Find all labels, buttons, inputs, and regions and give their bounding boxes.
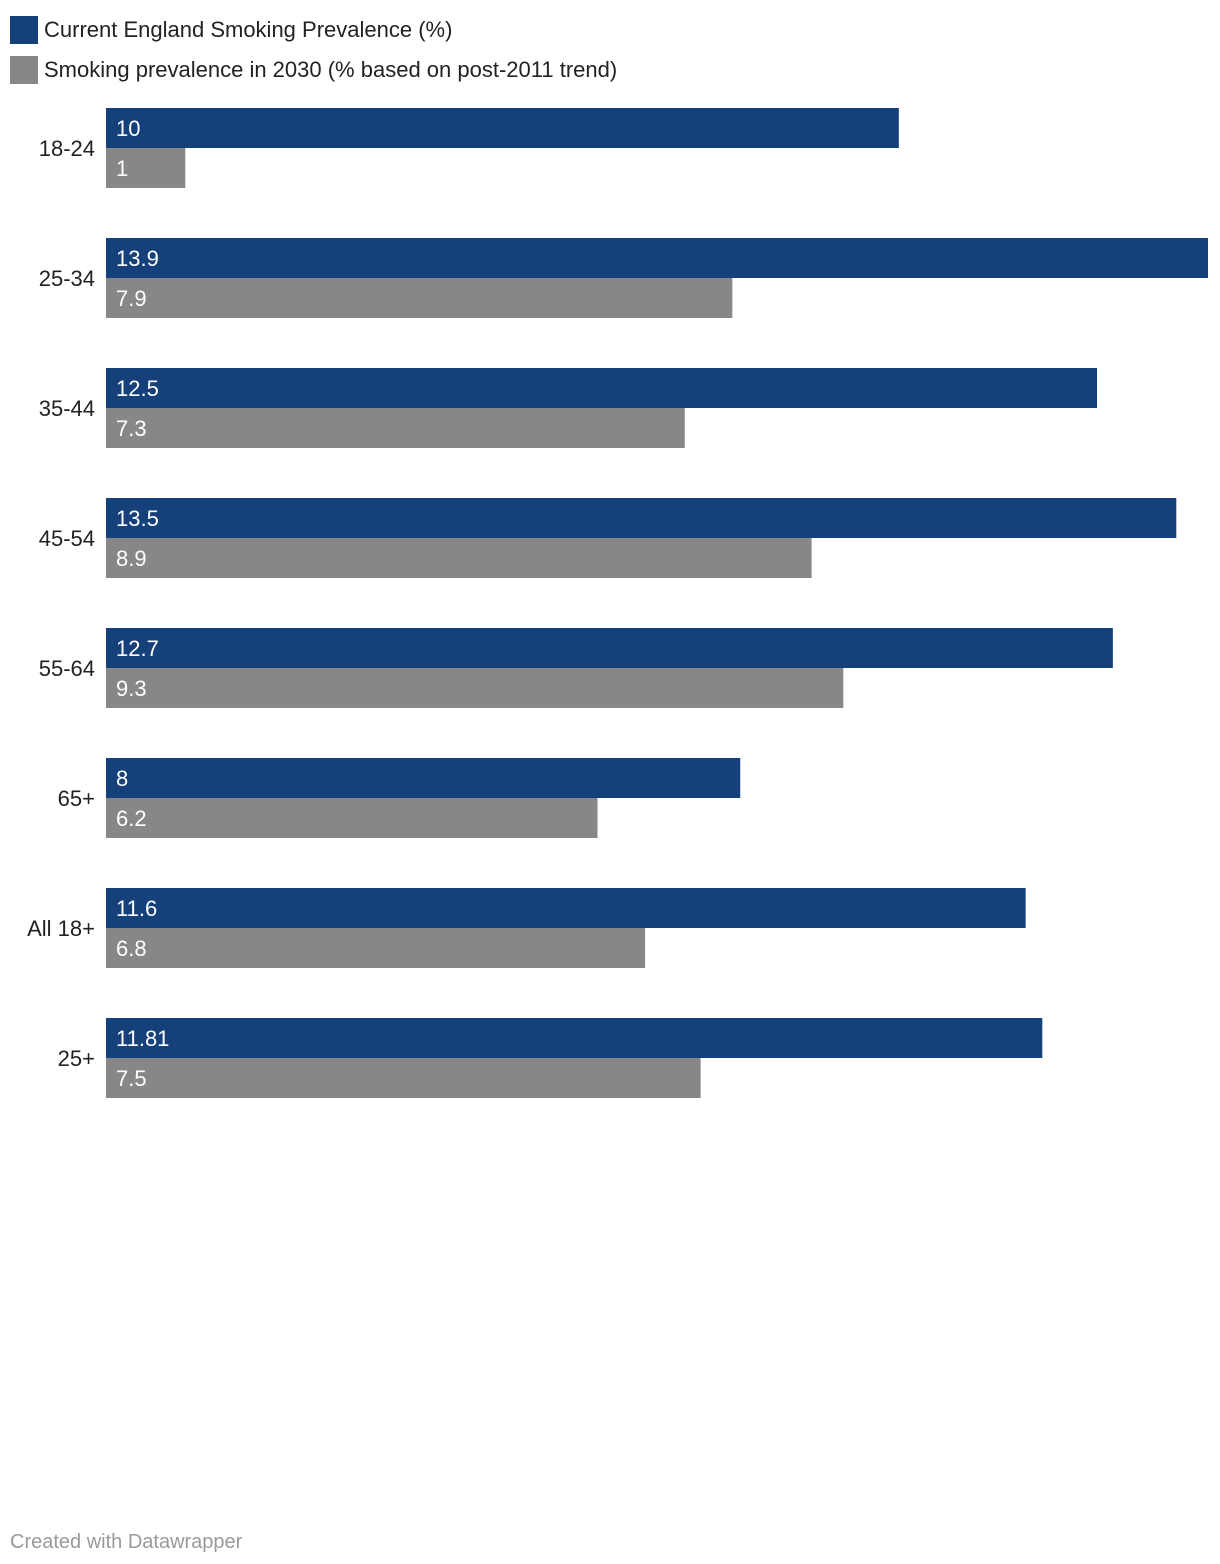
legend-swatch-current	[10, 16, 38, 44]
value-label-18-24-series-1: 1	[116, 156, 128, 181]
value-label-45-54-series-0: 13.5	[116, 506, 159, 531]
bar-group-25-34: 25-34 13.9 7.9	[39, 238, 1208, 318]
value-label-55-64-series-0: 12.7	[116, 636, 159, 661]
category-label-25-34: 25-34	[39, 266, 95, 291]
bar-group-35-44: 35-44 12.5 7.3	[39, 368, 1098, 448]
value-label-65-series-1: 6.2	[116, 806, 147, 831]
legend-item-current: Current England Smoking Prevalence (%)	[10, 10, 617, 50]
category-label-55-64: 55-64	[39, 656, 95, 681]
value-label-35-44-series-1: 7.3	[116, 416, 147, 441]
category-label-25: 25+	[58, 1046, 95, 1071]
bar-group-25: 25+ 11.81 7.5	[58, 1018, 1043, 1098]
legend: Current England Smoking Prevalence (%) S…	[10, 10, 617, 90]
bar-group-65: 65+ 8 6.2	[58, 758, 741, 838]
bar-55-64-series-0	[106, 628, 1113, 668]
bar-25-series-1	[106, 1058, 701, 1098]
legend-swatch-2030	[10, 56, 38, 84]
bar-chart: 18-24 10 1 25-34 13.9 7.9 35-44 12.5 7.3 45-54 13.…	[27, 108, 1208, 1098]
value-label-all-18-series-0: 11.6	[116, 896, 157, 921]
value-label-55-64-series-1: 9.3	[116, 676, 147, 701]
category-label-35-44: 35-44	[39, 396, 95, 421]
value-label-25-34-series-0: 13.9	[116, 246, 159, 271]
bar-65-series-1	[106, 798, 598, 838]
category-label-18-24: 18-24	[39, 136, 95, 161]
footer-credit: Created with Datawrapper	[10, 1531, 243, 1553]
category-label-45-54: 45-54	[39, 526, 95, 551]
bar-45-54-series-1	[106, 538, 812, 578]
value-label-25-34-series-1: 7.9	[116, 286, 147, 311]
bar-35-44-series-0	[106, 368, 1098, 408]
bar-18-24-series-0	[106, 108, 899, 148]
bar-65-series-0	[106, 758, 741, 798]
bar-18-24-series-1	[106, 148, 186, 188]
value-label-all-18-series-1: 6.8	[116, 936, 147, 961]
bar-group-45-54: 45-54 13.5 8.9	[39, 498, 1177, 578]
value-label-45-54-series-1: 8.9	[116, 546, 147, 571]
legend-label-current: Current England Smoking Prevalence (%)	[44, 17, 453, 42]
bar-25-34-series-0	[106, 238, 1208, 278]
bar-45-54-series-0	[106, 498, 1177, 538]
bar-group-all-18: All 18+ 11.6 6.8	[27, 888, 1026, 968]
legend-label-2030: Smoking prevalence in 2030 (% based on p…	[44, 57, 618, 82]
value-label-18-24-series-0: 10	[116, 116, 140, 141]
bar-55-64-series-1	[106, 668, 844, 708]
category-label-65: 65+	[58, 786, 95, 811]
legend-item-2030: Smoking prevalence in 2030 (% based on p…	[10, 50, 617, 90]
bar-all-18-series-0	[106, 888, 1026, 928]
bar-group-55-64: 55-64 12.7 9.3	[39, 628, 1113, 708]
value-label-25-series-1: 7.5	[116, 1066, 147, 1091]
bar-25-series-0	[106, 1018, 1043, 1058]
bar-all-18-series-1	[106, 928, 646, 968]
value-label-35-44-series-0: 12.5	[116, 376, 159, 401]
bar-35-44-series-1	[106, 408, 685, 448]
category-label-all-18: All 18+	[27, 916, 95, 941]
bar-25-34-series-1	[106, 278, 733, 318]
value-label-25-series-0: 11.81	[116, 1026, 169, 1051]
bar-group-18-24: 18-24 10 1	[39, 108, 899, 188]
value-label-65-series-0: 8	[116, 766, 128, 791]
